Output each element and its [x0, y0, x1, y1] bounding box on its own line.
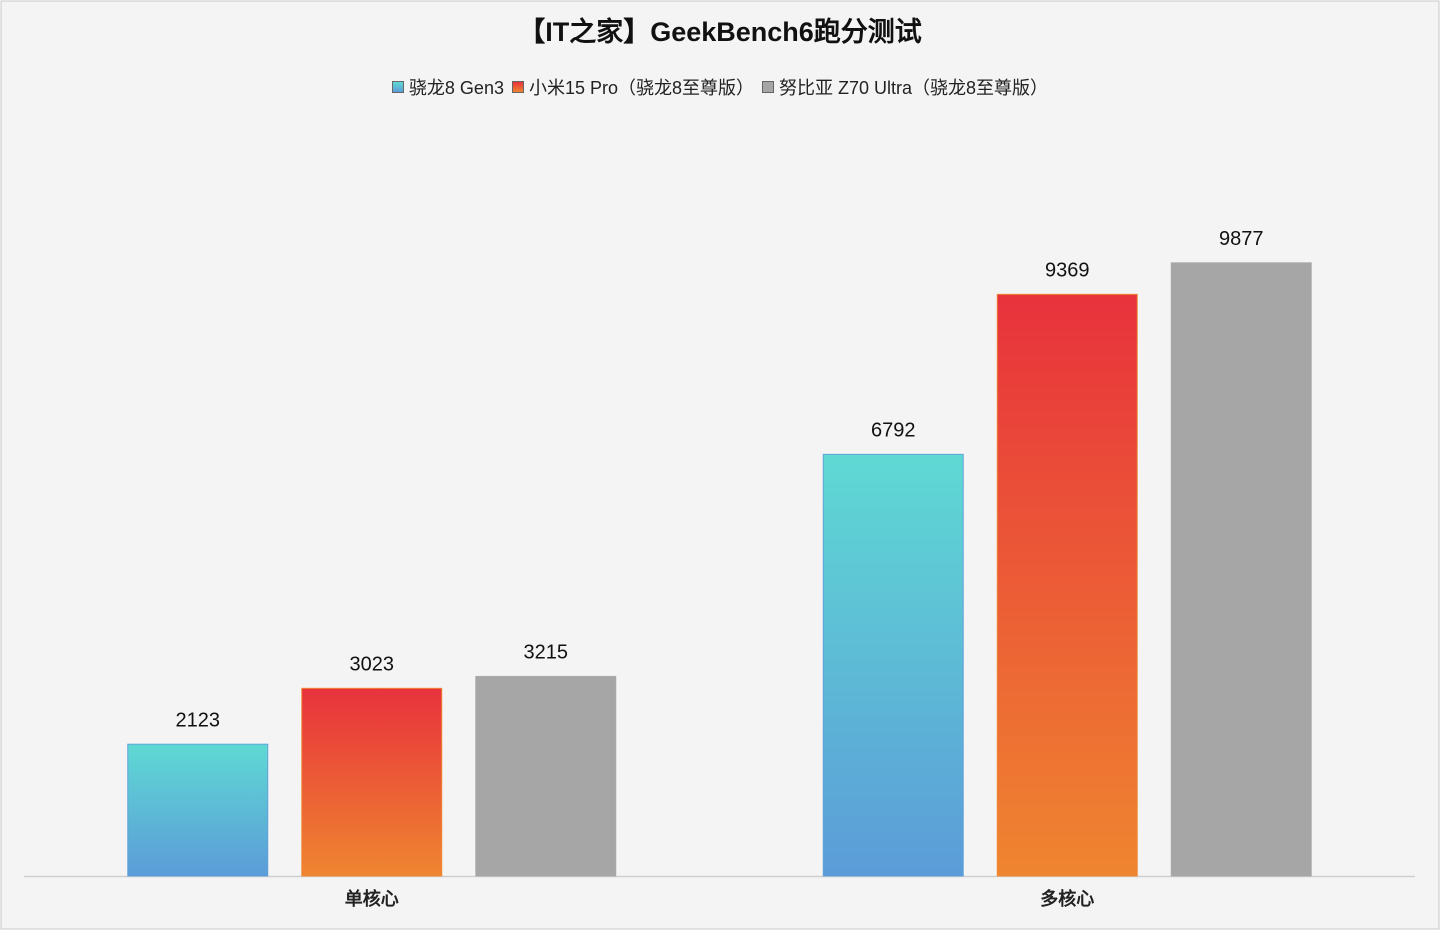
- data-label: 3023: [350, 654, 395, 676]
- legend: 骁龙8 Gen3 小米15 Pro（骁龙8至尊版） 努比亚 Z70 Ultra（骁龙…: [0, 74, 1440, 100]
- bar: [475, 675, 617, 877]
- bar: [301, 687, 443, 877]
- legend-item: 努比亚 Z70 Ultra（骁龙8至尊版）: [762, 74, 1048, 100]
- bar: [996, 293, 1138, 877]
- data-label: 2123: [176, 709, 221, 731]
- data-label: 9369: [1045, 260, 1090, 282]
- data-label: 3215: [524, 642, 569, 664]
- x-tick-label: 单核心: [345, 888, 399, 909]
- data-label: 9877: [1219, 228, 1264, 250]
- legend-label: 骁龙8 Gen3: [408, 78, 504, 98]
- legend-label: 小米15 Pro（骁龙8至尊版）: [528, 78, 755, 98]
- legend-label: 努比亚 Z70 Ultra（骁龙8至尊版）: [779, 78, 1049, 98]
- legend-swatch: [511, 81, 524, 93]
- legend-swatch: [391, 81, 404, 93]
- bar: [127, 743, 269, 877]
- legend-swatch: [762, 81, 775, 93]
- bar: [822, 453, 964, 877]
- chart-title: 【IT之家】GeekBench6跑分测试: [518, 16, 922, 47]
- legend-item: 骁龙8 Gen3: [391, 74, 504, 100]
- bar: [1170, 262, 1312, 877]
- x-tick-label: 多核心: [1040, 888, 1094, 909]
- legend-item: 小米15 Pro（骁龙8至尊版）: [511, 74, 755, 100]
- data-label: 6792: [871, 420, 916, 442]
